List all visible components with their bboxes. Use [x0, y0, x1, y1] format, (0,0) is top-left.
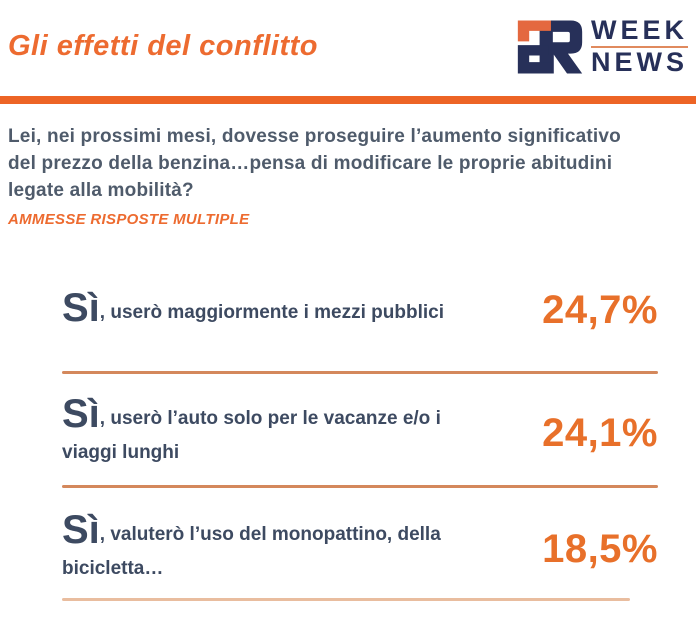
header: Gli effetti del conflitto WEEK NEWS: [0, 0, 696, 96]
er-monogram-icon: [517, 20, 583, 73]
answer-text: Sì, userò l’auto solo per le vacanze e/o…: [62, 394, 441, 469]
answer-prefix: Sì: [62, 508, 100, 552]
question-text: Lei, nei prossimi mesi, dovesse prosegui…: [8, 123, 686, 204]
answer-line1: , valuterò l’uso del monopattino, della: [99, 524, 441, 545]
page-title: Gli effetti del conflitto: [8, 30, 319, 62]
answer-prefix: Sì: [62, 392, 100, 436]
answers-list: Sì, userò maggiormente i mezzi pubblici …: [62, 288, 658, 601]
row-divider: [62, 598, 630, 601]
question-line: Lei, nei prossimi mesi, dovesse prosegui…: [8, 126, 621, 147]
answer-row: Sì, userò maggiormente i mezzi pubblici …: [62, 288, 658, 333]
logo-wordmark: WEEK NEWS: [591, 16, 688, 77]
question-line: del prezzo della benzina…pensa di modifi…: [8, 153, 613, 174]
answer-line1: , userò l’auto solo per le vacanze e/o i: [99, 408, 441, 429]
answer-percentage: 18,5%: [542, 527, 658, 571]
logo-word-week: WEEK: [591, 16, 688, 48]
answer-text: Sì, valuterò l’uso del monopattino, dell…: [62, 510, 441, 585]
row-divider: [62, 371, 658, 374]
answer-row: Sì, valuterò l’uso del monopattino, dell…: [62, 510, 658, 585]
answer-text: Sì, userò maggiormente i mezzi pubblici: [62, 288, 444, 329]
logo: WEEK NEWS: [515, 16, 688, 77]
answer-line1: , userò maggiormente i mezzi pubblici: [99, 302, 444, 323]
answer-percentage: 24,1%: [542, 411, 658, 455]
answer-percentage: 24,7%: [542, 288, 658, 332]
answer-line2: viaggi lunghi: [62, 442, 180, 463]
answer-row: Sì, userò l’auto solo per le vacanze e/o…: [62, 394, 658, 469]
multiple-answers-note: AMMESSE RISPOSTE MULTIPLE: [8, 211, 250, 228]
row-divider: [62, 485, 658, 488]
answer-prefix: Sì: [62, 286, 100, 330]
header-rule: [0, 96, 696, 104]
question-line: legate alla mobilità?: [8, 180, 194, 201]
answer-line2: bicicletta…: [62, 558, 164, 579]
logo-word-news: NEWS: [591, 47, 688, 77]
question-block: Lei, nei prossimi mesi, dovesse prosegui…: [0, 104, 696, 228]
